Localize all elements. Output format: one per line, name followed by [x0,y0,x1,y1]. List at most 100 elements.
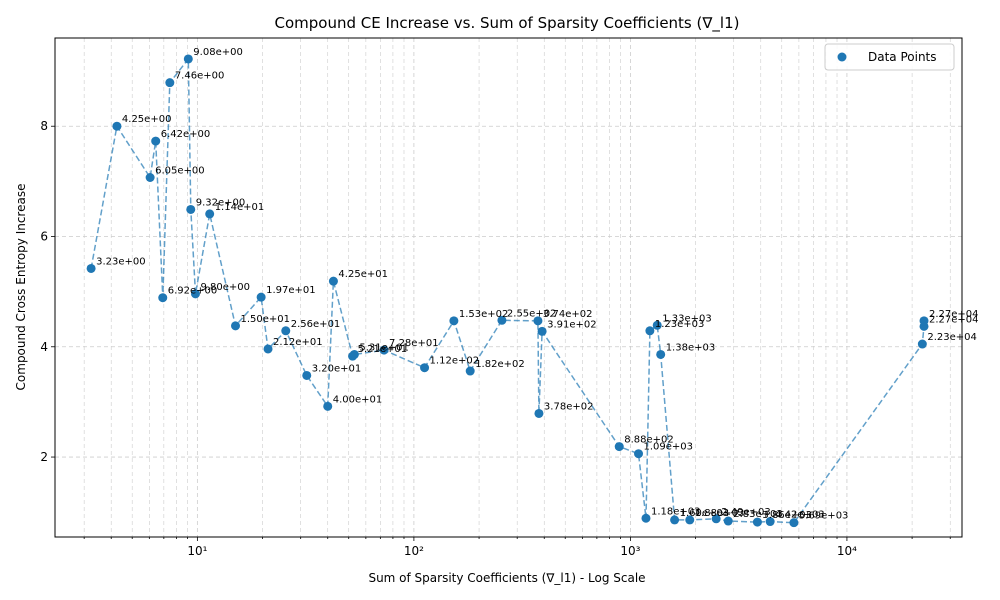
y-tick-label: 4 [40,340,48,354]
data-point [231,321,241,331]
data-point [186,204,196,214]
data-point-label: 4.25e+01 [338,269,388,280]
y-axis-ticks: 2 4 6 8 [40,119,55,464]
data-point [183,54,193,64]
data-point-label: 1.18e+03 [651,506,701,517]
data-point-label: 3.20e+01 [312,363,362,374]
data-point [263,344,273,354]
data-point-label: 9.80e+00 [200,282,250,293]
data-point-label: 4.25e+00 [122,114,172,125]
data-point-label: 7.46e+00 [175,71,225,82]
data-point [190,289,200,299]
data-point [634,449,644,459]
data-point [302,370,312,380]
data-point-label: 2.56e+01 [291,319,341,330]
data-point-label: 4.42e+03 [775,510,825,521]
data-point [165,78,175,88]
data-point-label: 2.12e+01 [273,337,323,348]
data-point-label: 1.97e+01 [266,285,316,296]
data-point [145,172,155,182]
data-point-label: 2.27e+04 [929,314,979,325]
data-point-label: 2.83e+03 [733,509,783,520]
y-tick-label: 6 [40,229,48,243]
data-point-label: 3.23e+00 [96,256,146,267]
data-point [112,121,122,131]
data-point [711,514,721,524]
data-point-label: 7.28e+01 [389,338,439,349]
legend-label: Data Points [868,50,937,64]
data-point-label: 1.14e+01 [215,202,265,213]
y-tick-label: 8 [40,119,48,133]
data-point-label: 5.21e+01 [358,344,408,355]
data-point-label: 1.88e+03 [695,508,745,519]
data-point [645,326,655,336]
data-point [670,515,680,525]
data-point [281,326,291,336]
data-point [789,518,799,528]
data-point [919,316,929,326]
legend: Data Points [824,43,955,71]
data-point-label: 4.00e+01 [333,394,383,405]
data-point-label: 3.78e+02 [544,401,594,412]
data-point-label: 9.08e+00 [193,47,243,58]
data-point [328,276,338,286]
data-point-label: 2.27e+04 [929,309,979,320]
data-point [534,408,544,418]
data-point [497,315,507,325]
data-point [349,349,359,359]
y-axis-label: Compound Cross Entropy Increase [14,184,28,391]
data-point-label: 1.50e+01 [241,314,291,325]
data-point-label: 1.53e+02 [459,309,509,320]
data-point [449,316,459,326]
point-labels: 3.23e+00 4.25e+00 6.05e+00 6.42e+00 6.92e+00… [96,47,978,522]
y-tick-label: 2 [40,450,48,464]
plot-frame [54,37,963,538]
data-points [86,54,929,528]
x-tick-label: 10² [404,544,424,558]
chart-title: Compound CE Increase vs. Sum of Sparsity… [275,14,740,33]
data-point-label: 6.05e+00 [155,165,205,176]
data-point-label: 3.86e+03 [762,510,812,521]
data-point [723,516,733,526]
data-point [614,442,624,452]
data-point-label: 6.42e+00 [161,129,211,140]
data-point [641,513,651,523]
data-point-label: 1.12e+02 [430,356,480,367]
data-point-label: 1.33e+03 [662,313,712,324]
data-point [537,326,547,336]
data-point-label: 1.82e+02 [475,359,525,370]
x-tick-label: 10¹ [187,544,207,558]
legend-box [824,43,955,71]
legend-marker [837,52,847,62]
data-point [323,401,333,411]
data-point [86,263,96,273]
x-tick-label: 10⁴ [837,544,857,558]
data-point [379,345,389,355]
data-point [685,515,695,525]
data-point [205,209,215,219]
data-point-label: 5.31e+01 [359,342,409,353]
data-point-label: 1.23e+03 [655,319,705,330]
data-point-label: 8.88e+02 [624,435,674,446]
data-point [917,339,927,349]
data-point-label: 2.49e+03 [721,507,771,518]
data-point-label: 2.23e+04 [927,332,977,343]
data-point-label: 9.32e+00 [196,197,246,208]
data-point [465,366,475,376]
data-point [420,363,430,373]
data-point-label: 2.55e+02 [507,308,557,319]
data-point [256,292,266,302]
data-point [652,320,662,330]
data-point [151,136,161,146]
grid [55,38,962,537]
x-tick-label: 10³ [620,544,640,558]
data-point-label: 1.09e+03 [644,442,694,453]
x-axis-label: Sum of Sparsity Coefficients (∇_l1) - Lo… [368,571,645,585]
data-point-label: 1.60e+03 [680,508,730,519]
data-point [533,316,543,326]
data-point-label: 6.92e+00 [168,286,218,297]
data-point-label: 5.69e+03 [799,511,849,522]
data-point-label: 3.91e+02 [547,319,597,330]
data-point [765,517,775,527]
